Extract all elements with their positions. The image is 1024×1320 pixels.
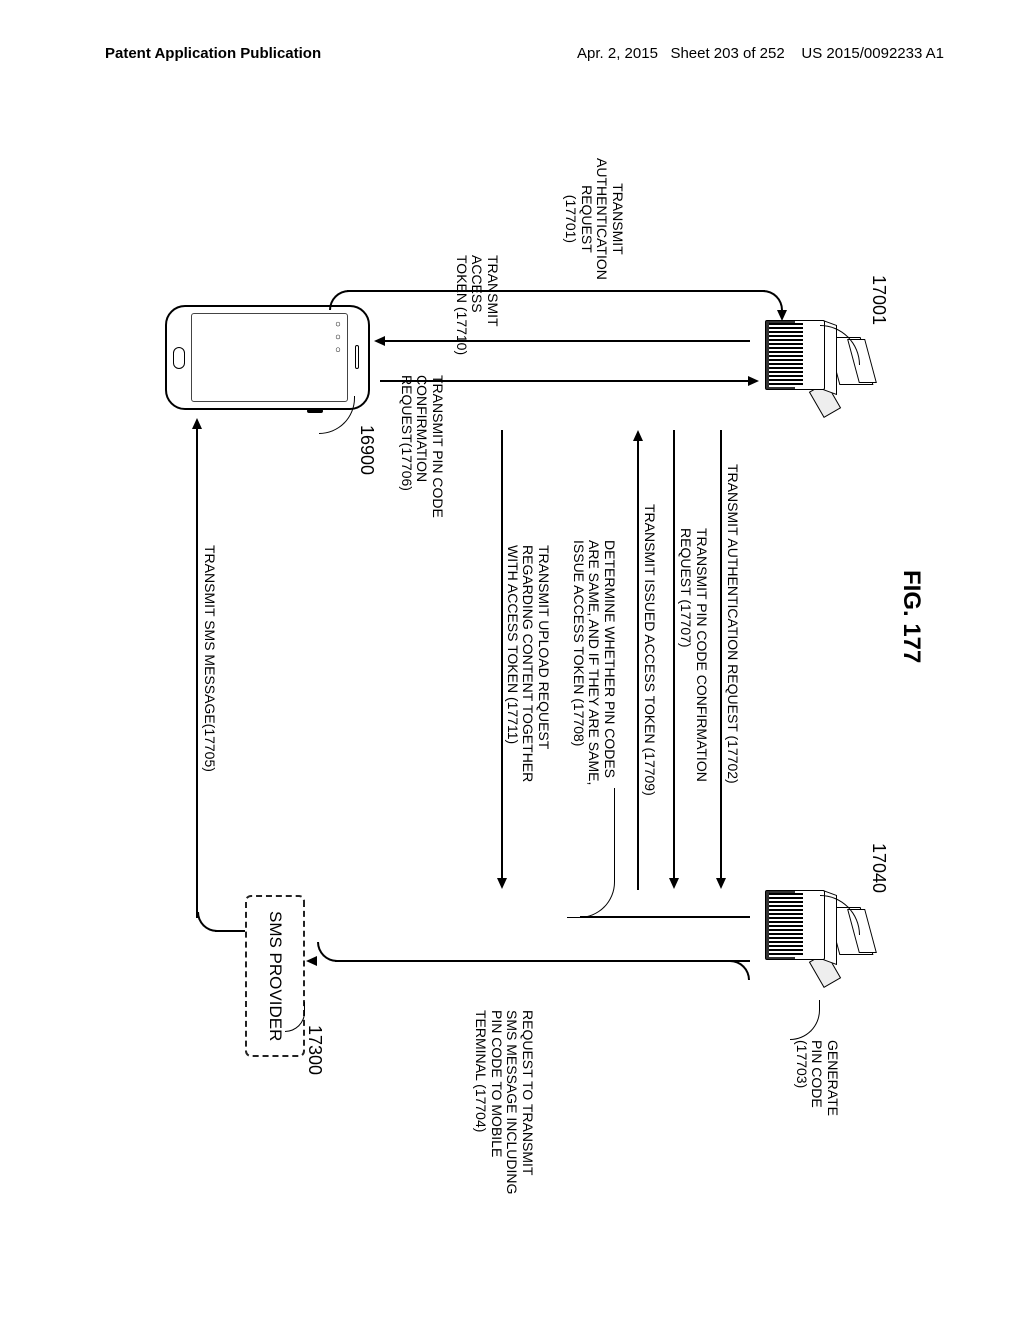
bracket-17703 bbox=[790, 1000, 820, 1040]
arrow-17701-cb bbox=[329, 290, 349, 310]
header-date: Apr. 2, 2015 bbox=[577, 45, 658, 62]
leader-curve-16900 bbox=[319, 396, 355, 434]
arrow-17705-stub bbox=[215, 930, 245, 932]
figure-area: FIG. 177 17001 17040 ○ ○ ○ bbox=[0, 260, 1024, 1100]
header-pub: US 2015/0092233 A1 bbox=[801, 45, 944, 62]
msg-17706: TRANSMIT PIN CODE CONFIRMATION REQUEST(1… bbox=[398, 375, 445, 518]
msg-17702: TRANSMIT AUTHENTICATION REQUEST (17702) bbox=[724, 464, 740, 784]
arrowhead-17706 bbox=[748, 376, 759, 386]
arrow-17701-v bbox=[347, 290, 765, 292]
arrow-17709 bbox=[637, 440, 639, 890]
arrow-17705-h2 bbox=[196, 888, 198, 918]
arrow-17706-v bbox=[380, 380, 750, 382]
bracket-17708 bbox=[567, 788, 615, 918]
callout-17040: 17040 bbox=[868, 843, 889, 893]
header-left: Patent Application Publication bbox=[105, 45, 321, 62]
msg-17704: REQUEST TO TRANSMIT SMS MESSAGE INCLUDIN… bbox=[472, 1010, 535, 1194]
header-sheet: Sheet 203 of 252 bbox=[670, 45, 784, 62]
msg-17701: TRANSMIT AUTHENTICATION REQUEST (17701) bbox=[562, 158, 625, 280]
remote-mfp-icon bbox=[755, 885, 875, 995]
msg-17711: TRANSMIT UPLOAD REQUEST REGARDING CONTEN… bbox=[504, 545, 551, 782]
arrow-17707 bbox=[673, 430, 675, 880]
figure-title: FIG. 177 bbox=[897, 570, 925, 663]
msg-17707: TRANSMIT PIN CODE CONFIRMATION REQUEST (… bbox=[678, 528, 709, 782]
msg-17709: TRANSMIT ISSUED ACCESS TOKEN (17709) bbox=[641, 504, 657, 796]
arrowhead-17705 bbox=[192, 418, 202, 429]
msg-17705: TRANSMIT SMS MESSAGE(17705) bbox=[201, 545, 217, 772]
arrow-17705-c bbox=[197, 912, 217, 932]
arrow-17710-v bbox=[382, 340, 750, 342]
mobile-phone-icon: ○ ○ ○ bbox=[165, 305, 370, 410]
arrow-17704-c2 bbox=[317, 942, 337, 962]
arrow-17705 bbox=[196, 428, 198, 888]
callout-17300: 17300 bbox=[304, 1025, 325, 1075]
arrow-17704-v1 bbox=[335, 960, 750, 962]
lifeline-remote-upper bbox=[580, 916, 750, 918]
diagram-rotated: FIG. 177 17001 17040 ○ ○ ○ bbox=[95, 140, 935, 1220]
msg-17703: GENERATE PIN CODE (17703) bbox=[793, 1040, 840, 1116]
sms-provider-box: SMS PROVIDER bbox=[245, 895, 305, 1057]
arrowhead-17707 bbox=[669, 878, 679, 889]
arrowhead-17702 bbox=[716, 878, 726, 889]
arrowhead-17711 bbox=[497, 878, 507, 889]
local-mfp-icon bbox=[755, 315, 875, 425]
arrow-17711 bbox=[501, 430, 503, 880]
page-header: Patent Application Publication Apr. 2, 2… bbox=[0, 45, 1024, 62]
arrowhead-17710 bbox=[374, 336, 385, 346]
arrow-17702 bbox=[720, 430, 722, 880]
arrow-17704-c1 bbox=[730, 960, 750, 980]
callout-16900: 16900 bbox=[356, 425, 377, 475]
arrowhead-17709 bbox=[633, 430, 643, 441]
header-right: Apr. 2, 2015 Sheet 203 of 252 US 2015/00… bbox=[577, 45, 944, 62]
arrowhead-17701 bbox=[777, 310, 787, 321]
callout-17001: 17001 bbox=[868, 275, 889, 325]
sms-provider-label: SMS PROVIDER bbox=[266, 911, 285, 1041]
msg-17708: DETERMINE WHETHER PIN CODES ARE SAME, AN… bbox=[570, 540, 617, 785]
arrowhead-17704 bbox=[306, 956, 317, 966]
phone-status-dots: ○ ○ ○ bbox=[332, 321, 343, 355]
